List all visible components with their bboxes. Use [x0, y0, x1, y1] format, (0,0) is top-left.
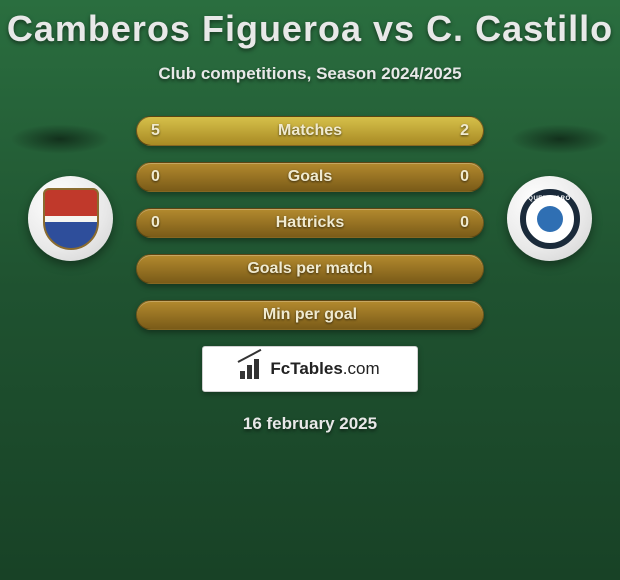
comparison-content: QUERETARO 52Matches 00Goals 00Hattricks Goa… [0, 116, 620, 434]
watermark-light: .com [343, 359, 380, 378]
title-player-left: Camberos Figueroa [7, 8, 362, 49]
stat-label: Min per goal [137, 301, 483, 329]
page-title: Camberos Figueroa vs C. Castillo [0, 0, 620, 50]
watermark-strong: FcTables [270, 359, 342, 378]
player-shadow-right [510, 124, 610, 154]
crest-roundel-icon: QUERETARO [520, 189, 580, 249]
subtitle: Club competitions, Season 2024/2025 [0, 64, 620, 84]
stat-bar: 00Hattricks [136, 208, 484, 238]
stat-label: Matches [137, 117, 483, 145]
stat-bars: 52Matches 00Goals 00Hattricks Goals per mat… [136, 116, 484, 330]
team-crest-left [28, 176, 113, 261]
watermark: FcTables.com [202, 346, 418, 392]
crest-top-label: QUERETARO [526, 196, 574, 202]
footer-date: 16 february 2025 [0, 414, 620, 434]
title-player-right: C. Castillo [426, 8, 613, 49]
chart-icon [240, 359, 264, 379]
stat-bar: Goals per match [136, 254, 484, 284]
stat-bar: Min per goal [136, 300, 484, 330]
stat-bar: 00Goals [136, 162, 484, 192]
stat-label: Goals per match [137, 255, 483, 283]
stat-label: Goals [137, 163, 483, 191]
stat-label: Hattricks [137, 209, 483, 237]
title-vs: vs [373, 8, 415, 49]
team-crest-right: QUERETARO [507, 176, 592, 261]
watermark-text: FcTables.com [270, 359, 379, 379]
player-shadow-left [10, 124, 110, 154]
stat-bar: 52Matches [136, 116, 484, 146]
crest-shield-icon [43, 188, 99, 250]
